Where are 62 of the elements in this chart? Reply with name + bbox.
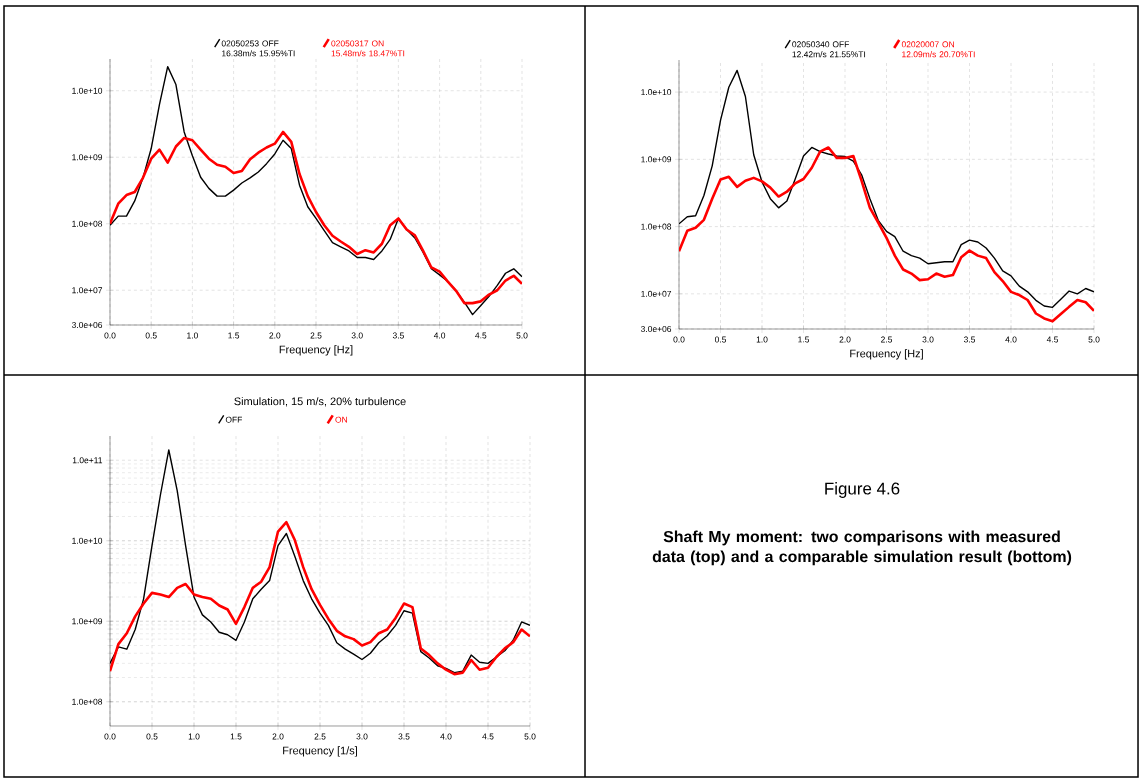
x-tick-label: 2.5	[881, 336, 893, 343]
text: Figure 4.6	[825, 482, 900, 498]
x-tick-label: 3.0	[351, 332, 363, 339]
y-tick-label: 1.0e+08	[72, 698, 103, 705]
x-tick-label: 1.0	[756, 336, 768, 343]
y-tick-label: 1.0e+09	[72, 154, 103, 161]
x-tick-label: 2.0	[272, 733, 284, 740]
x-tick-label: 2.0	[269, 332, 281, 339]
x-axis-title: Frequency [Hz]	[850, 349, 923, 360]
x-tick-label: 3.5	[963, 336, 976, 343]
x-tick-label: 0.0	[104, 733, 116, 740]
x-tick-label: 4.5	[475, 332, 487, 339]
chart-title: Simulation, 15 m/s, 20% turbulence	[234, 397, 406, 407]
legend-label: 02020007 ON 12.09m/s 20.70%TI	[901, 41, 975, 58]
x-tick-label: 4.0	[440, 733, 452, 740]
x-tick-label: 1.5	[798, 336, 810, 343]
x-tick-label: 5.0	[1088, 336, 1100, 343]
x-tick-label: 2.0	[839, 336, 851, 343]
y-tick-label: 1.0e+09	[72, 618, 103, 625]
y-tick-label: 1.0e+10	[641, 89, 672, 96]
x-tick-label: 3.0	[922, 336, 934, 343]
x-tick-label: 1.5	[228, 332, 240, 339]
y-tick-label: 1.0e+11	[72, 457, 103, 464]
x-tick-label: 3.5	[392, 332, 404, 339]
text: Shaft My moment: two comparisons with measured data (top) and a comparable simulation result (bottom)	[652, 530, 1072, 566]
line-series	[110, 520, 530, 676]
x-tick-label: 5.0	[516, 332, 528, 339]
y-tick-label: 1.0e+09	[641, 156, 672, 163]
legend-label: ON	[335, 416, 348, 423]
legend-label: OFF	[225, 416, 242, 423]
legend-label: 02050340 OFF 12.42m/s 21.55%TI	[792, 41, 866, 58]
x-tick-label: 5.0	[524, 733, 536, 740]
y-tick-label: 3.0e+06	[71, 322, 103, 328]
x-tick-label: 0.0	[104, 332, 116, 339]
x-tick-label: 2.5	[310, 332, 322, 339]
y-tick-label: 1.0e+10	[72, 87, 103, 94]
y-tick-label: 1.0e+08	[72, 220, 103, 227]
legend-label: 02050253 OFF 16.38m/s 15.95%TI	[221, 40, 295, 57]
legend-label: 02050317 ON 15.48m/s 18.47%TI	[331, 40, 405, 57]
x-tick-label: 0.5	[146, 733, 158, 740]
line-series	[110, 130, 522, 305]
x-tick-label: 4.5	[482, 733, 494, 740]
x-axis-title: Frequency [1/s]	[283, 746, 357, 757]
y-tick-label: 3.0e+06	[640, 326, 672, 332]
x-tick-label: 0.0	[673, 336, 685, 343]
y-tick-label: 1.0e+08	[641, 223, 672, 230]
y-tick-label: 1.0e+07	[641, 290, 672, 297]
x-tick-label: 1.0	[187, 332, 198, 339]
x-tick-label: 2.5	[314, 733, 326, 740]
x-tick-label: 4.5	[1046, 336, 1059, 343]
x-tick-label: 0.5	[145, 332, 157, 339]
x-tick-label: 4.0	[433, 332, 446, 339]
x-tick-label: 1.5	[230, 733, 242, 740]
x-tick-label: 4.0	[1005, 336, 1017, 343]
y-tick-label: 1.0e+07	[72, 287, 103, 294]
x-tick-label: 1.0	[188, 733, 200, 740]
line-series	[679, 146, 1095, 323]
x-tick-label: 3.0	[356, 733, 368, 740]
y-tick-label: 1.0e+10	[72, 537, 103, 544]
x-tick-label: 0.5	[714, 336, 727, 343]
x-tick-label: 3.5	[398, 733, 410, 740]
x-axis-title: Frequency [Hz]	[279, 345, 353, 356]
